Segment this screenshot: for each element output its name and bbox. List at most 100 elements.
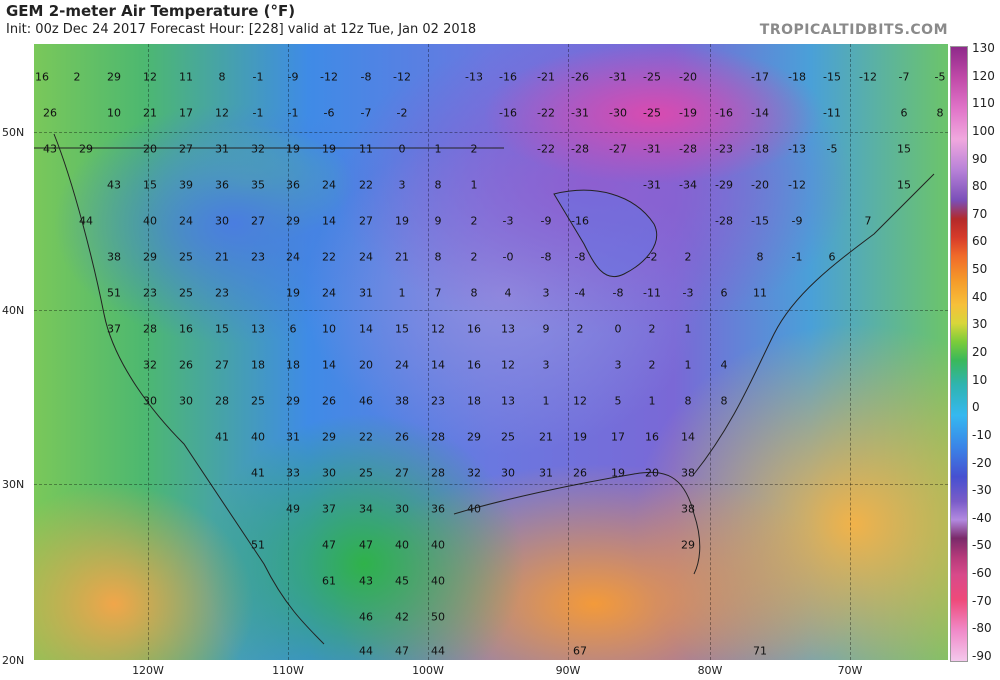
temperature-value: 3	[542, 286, 550, 300]
colorbar-tick: 60	[972, 234, 988, 249]
meridian-120w	[148, 44, 149, 660]
west-coast	[53, 133, 325, 645]
lon-label-90w: 90W	[555, 664, 581, 677]
temperature-value: -20	[679, 70, 697, 84]
temperature-value: 16	[467, 358, 481, 372]
lon-label-70w: 70W	[837, 664, 863, 677]
temperature-value: 18	[467, 394, 481, 408]
colorbar-tick: 30	[972, 317, 988, 332]
parallel-50n	[34, 132, 948, 133]
temperature-value: -0	[502, 250, 514, 264]
temperature-value: 9	[542, 322, 550, 336]
lon-label-120w: 120W	[132, 664, 164, 677]
temperature-value: 25	[501, 430, 515, 444]
temperature-value: 17	[611, 430, 625, 444]
temperature-value: -18	[788, 70, 806, 84]
temperature-value: 43	[359, 574, 373, 588]
temperature-value: 43	[43, 142, 57, 156]
temperature-value: 15	[897, 178, 911, 192]
brand-watermark[interactable]: TROPICALTIDBITS.COM	[759, 22, 948, 38]
temperature-value: 39	[179, 178, 193, 192]
temperature-value: -5	[934, 70, 946, 84]
temperature-value: 37	[322, 502, 336, 516]
temperature-value: 49	[286, 502, 300, 516]
temperature-value: 29	[286, 214, 300, 228]
colorbar-tick: -60	[972, 566, 992, 581]
temperature-value: 13	[501, 394, 515, 408]
great-lakes	[553, 189, 658, 278]
lat-label-30n: 30N	[2, 478, 25, 491]
temperature-value: -28	[679, 142, 697, 156]
temperature-value: 30	[215, 214, 229, 228]
temperature-value: 31	[286, 430, 300, 444]
temperature-value: -15	[823, 70, 841, 84]
temperature-map: 16 2 29 12 11 8 -1 -9 -12 -8 -12 -13 -16 -21 -26 -31 -25…	[34, 44, 948, 660]
temperature-value: 24	[359, 250, 373, 264]
temperature-value: 2	[470, 142, 478, 156]
temperature-value: -3	[502, 214, 514, 228]
colorbar-tick: -80	[972, 621, 992, 636]
temperature-value: -13	[465, 70, 483, 84]
temperature-value: -12	[393, 70, 411, 84]
temperature-value: -1	[791, 250, 803, 264]
temperature-value: -34	[679, 178, 697, 192]
temperature-value: -9	[540, 214, 552, 228]
temperature-value: 43	[107, 178, 121, 192]
map-title: GEM 2-meter Air Temperature (°F)	[6, 2, 296, 20]
east-coast	[693, 173, 935, 475]
temperature-value: 45	[395, 574, 409, 588]
temperature-value: -2	[396, 106, 408, 120]
temperature-value: 24	[179, 214, 193, 228]
temperature-value: 41	[215, 430, 229, 444]
temperature-value: 35	[251, 178, 265, 192]
temperature-value: 7	[864, 214, 872, 228]
temperature-value: 21	[395, 250, 409, 264]
temperature-value: 61	[322, 574, 336, 588]
temperature-value: -6	[323, 106, 335, 120]
temperature-value: 1	[434, 142, 442, 156]
lon-label-110w: 110W	[272, 664, 304, 677]
temperature-value: 15	[395, 322, 409, 336]
temperature-value: 24	[322, 178, 336, 192]
temperature-value: 27	[215, 358, 229, 372]
temperature-value: 31	[539, 466, 553, 480]
temperature-value: -7	[360, 106, 372, 120]
temperature-value: -8	[574, 250, 586, 264]
temperature-value: 30	[322, 466, 336, 480]
temperature-value: -2	[646, 250, 658, 264]
temperature-value: 0	[614, 322, 622, 336]
temperature-value: 30	[143, 394, 157, 408]
temperature-value: 4	[504, 286, 512, 300]
parallel-40n	[34, 310, 948, 311]
parallel-30n	[34, 484, 948, 485]
colorbar-tick: -30	[972, 483, 992, 498]
temperature-value: 13	[501, 322, 515, 336]
temperature-value: -4	[574, 286, 586, 300]
temperature-value: 20	[359, 358, 373, 372]
lat-label-20n: 20N	[2, 654, 25, 667]
temperature-value: -27	[609, 142, 627, 156]
colorbar-tick: 100	[972, 123, 995, 138]
temperature-value: -29	[715, 178, 733, 192]
temperature-value: -21	[537, 70, 555, 84]
colorbar	[950, 46, 968, 662]
temperature-value: -1	[252, 70, 264, 84]
meridian-100w	[428, 44, 429, 660]
temperature-value: 2	[470, 250, 478, 264]
temperature-value: -1	[287, 106, 299, 120]
temperature-value: 1	[470, 178, 478, 192]
temperature-value: 19	[286, 142, 300, 156]
temperature-value: 21	[215, 250, 229, 264]
temperature-value: 31	[215, 142, 229, 156]
lat-label-40n: 40N	[2, 304, 25, 317]
colorbar-tick: -90	[972, 649, 992, 663]
temperature-value: 51	[251, 538, 265, 552]
colorbar-tick: 50	[972, 262, 988, 277]
colorbar-tick: -40	[972, 510, 992, 525]
temperature-value: -14	[751, 106, 769, 120]
temperature-value: 31	[359, 286, 373, 300]
colorbar-tick: 10	[972, 372, 988, 387]
temperature-value: -13	[788, 142, 806, 156]
temperature-value: 27	[359, 214, 373, 228]
temperature-value: 0	[398, 142, 406, 156]
